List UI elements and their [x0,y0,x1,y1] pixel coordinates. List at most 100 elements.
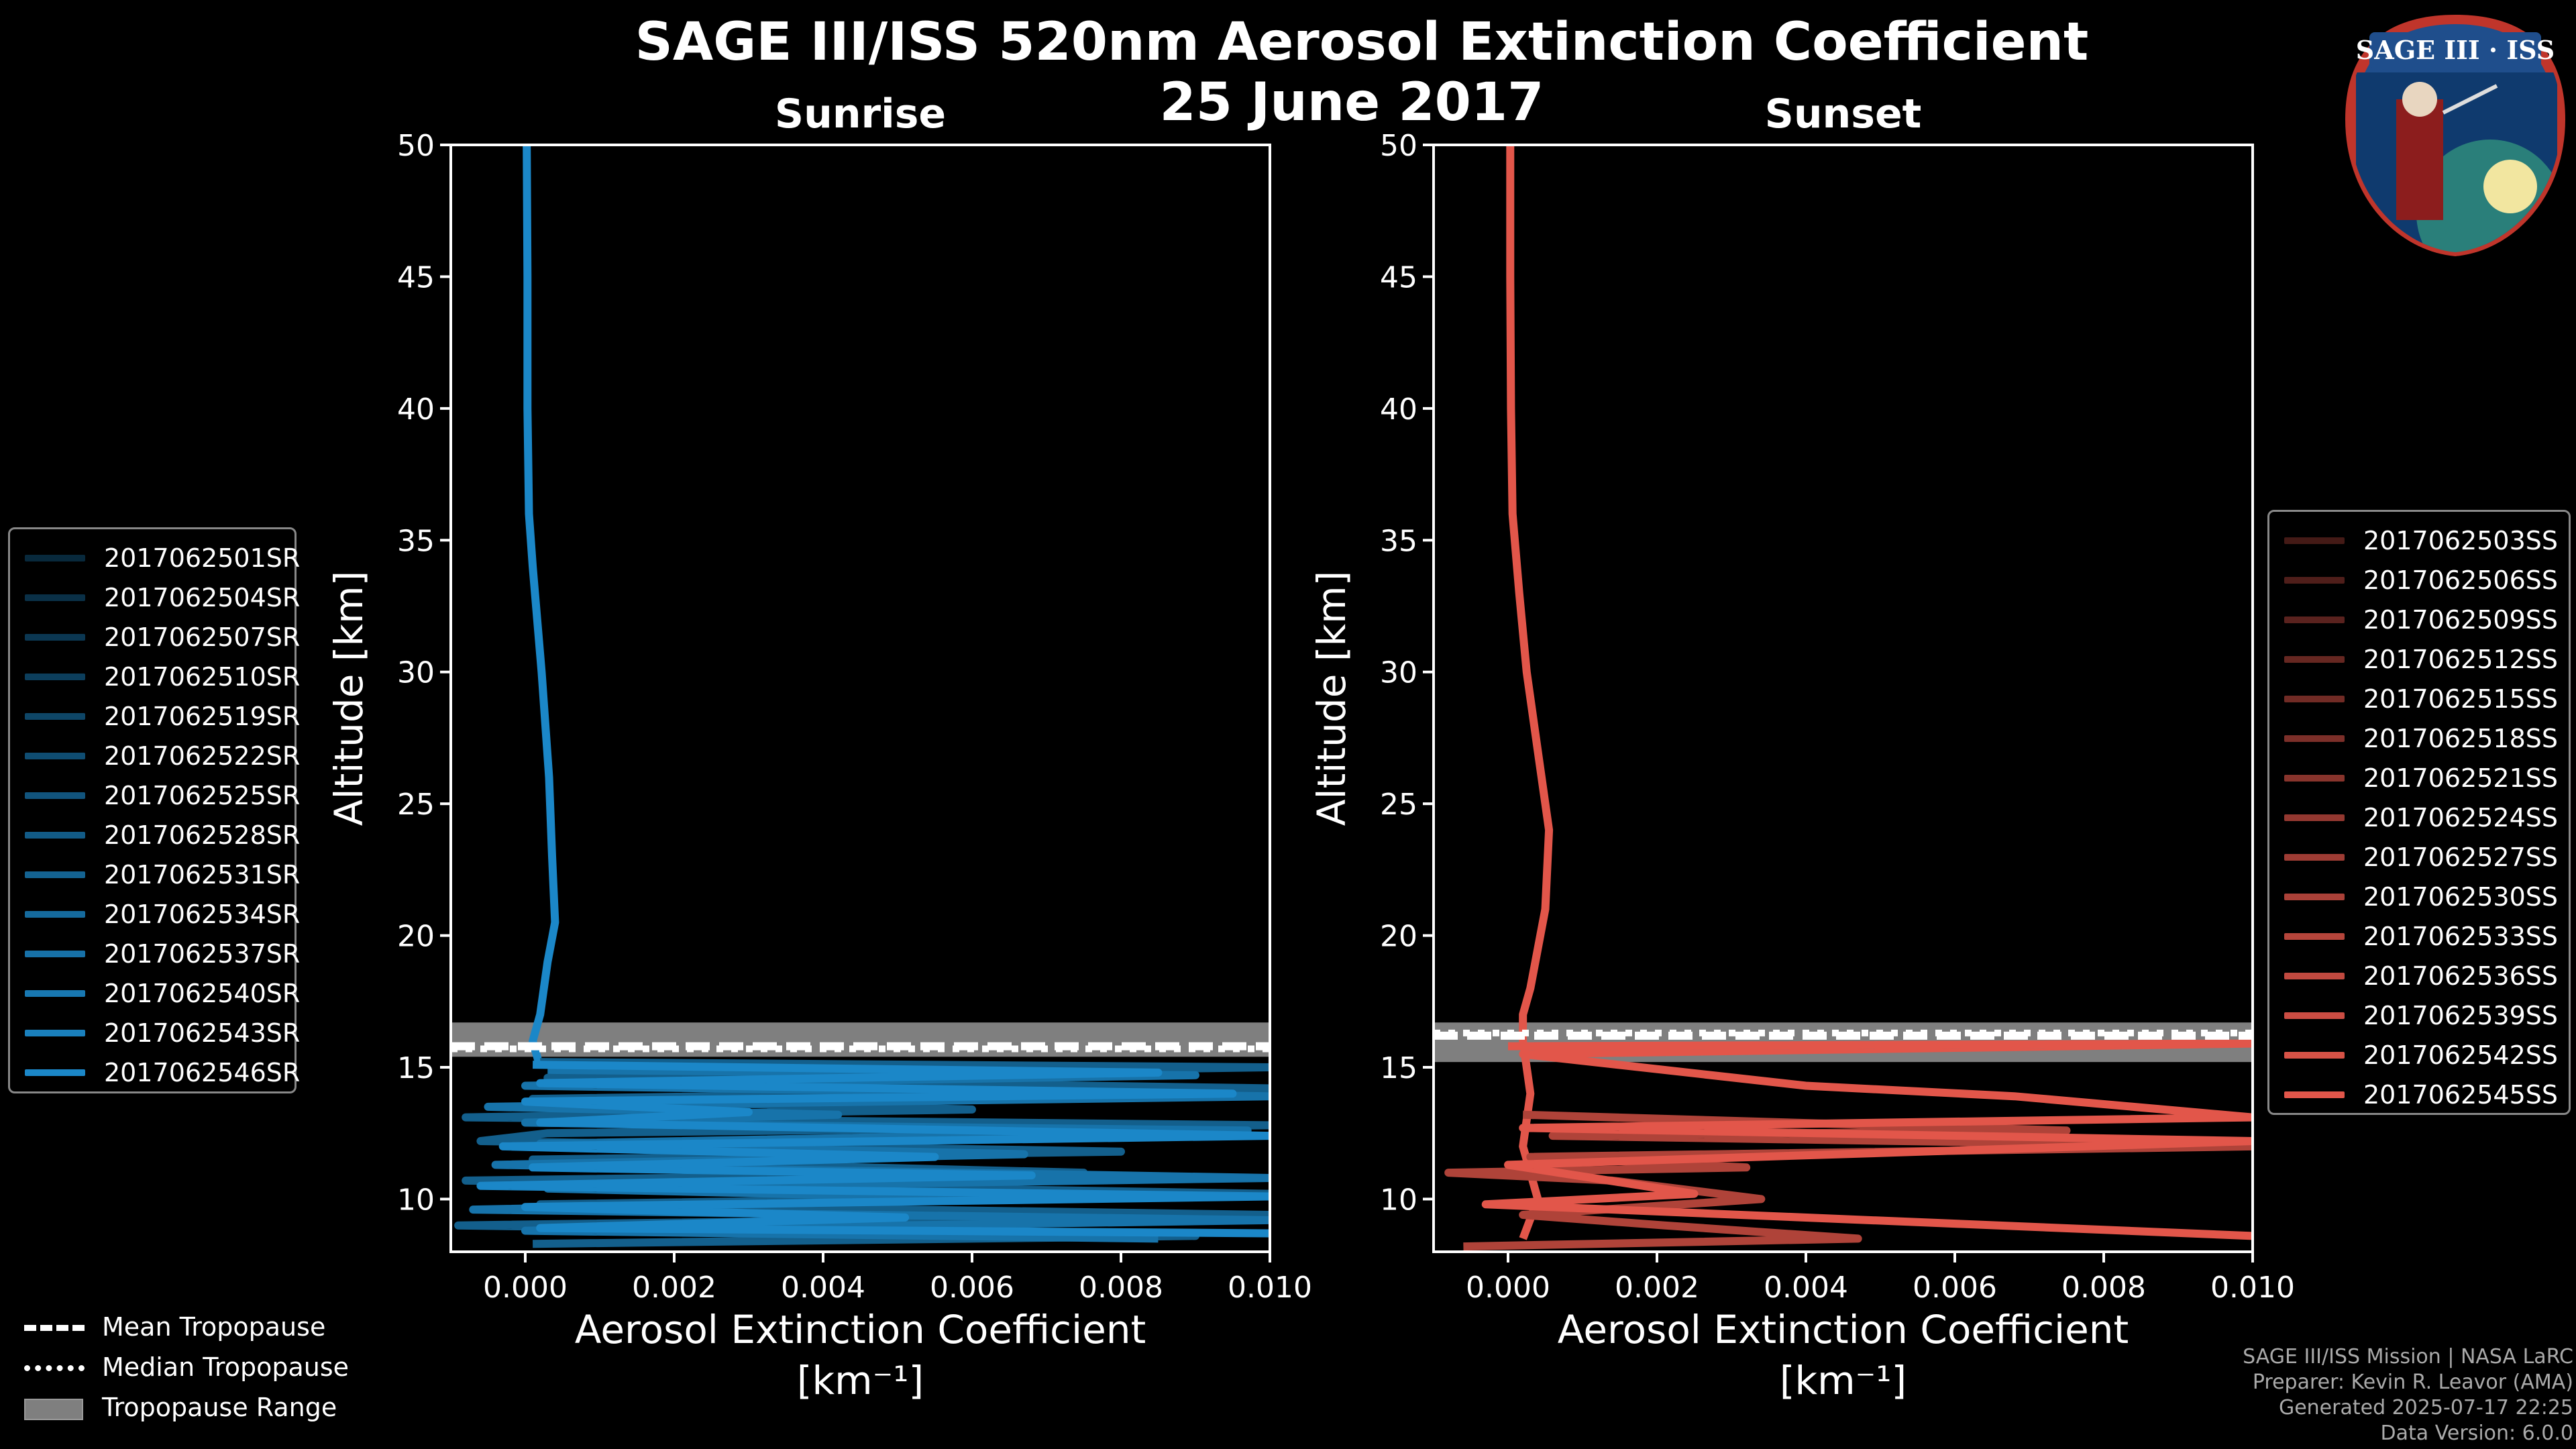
legend-item: 2017062524SS [2284,798,2558,837]
axes-frame [1432,144,2254,1253]
legend-item: 2017062530SS [2284,877,2558,916]
legend-swatch [2284,973,2345,979]
legend-label: 2017062521SS [2363,763,2559,793]
sunrise-plot: 10 15 20 25 30 35 40 45 50 0.000 0.002 0.004 0.006 0.… [326,91,1312,1403]
legend-label: 2017062503SS [2363,526,2559,555]
footer-credits: SAGE III/ISS Mission | NASA LaRC Prepare… [2243,1344,2573,1446]
legend-label: 2017062510SR [104,662,301,692]
legend-item: 2017062501SR [25,539,300,578]
subplot-title: Sunset [1765,91,1922,138]
legend-label: 2017062518SS [2363,724,2559,753]
legend-swatch [2284,577,2345,584]
x-tick-label: 0.004 [781,1271,865,1305]
legend-swatch [25,871,85,878]
legend-item: 2017062512SS [2284,640,2558,679]
legend-label: 2017062504SR [104,583,301,612]
x-tick-label: 0.006 [1913,1271,1997,1305]
legend-label: 2017062530SS [2363,882,2559,912]
plot-area [451,145,1270,1248]
sunset-plot: 10 15 20 25 30 35 40 45 50 0.000 0.002 0.004 0.006 0.… [1309,91,2295,1403]
legend-item: 2017062521SS [2284,759,2558,798]
legend-item: 2017062537SR [25,934,300,973]
gray-box-icon [24,1399,85,1420]
y-tick-label: 45 [1380,260,1417,294]
dashed-line-icon [24,1318,85,1336]
legend-tropopause-range: Tropopause Range [24,1387,349,1428]
x-tick-label: 0.002 [1615,1271,1699,1305]
legend-item: 2017062539SS [2284,996,2558,1035]
legend-swatch [25,911,85,918]
legend-item: 2017062518SS [2284,719,2558,758]
legend-label: 2017062545SS [2363,1080,2559,1110]
y-tick-label: 10 [397,1183,435,1217]
y-axis-label: Altitude [km] [1309,571,1354,826]
mean-tropopause-label: Mean Tropopause [102,1312,326,1342]
tropopause-range-label: Tropopause Range [102,1393,337,1422]
legend-swatch [2284,775,2345,782]
legend-swatch [2284,1052,2345,1059]
legend-label: 2017062524SS [2363,803,2559,833]
figure-date: 25 June 2017 [1159,72,1544,133]
x-tick-label: 0.010 [2210,1271,2295,1305]
legend-label: 2017062542SS [2363,1040,2559,1070]
legend-item: 2017062528SR [25,816,300,855]
x-tick-label: 0.004 [1764,1271,1848,1305]
legend-swatch [2284,933,2345,940]
legend-label: 2017062527SS [2363,843,2559,872]
badge-title: SAGE III · ISS [2356,35,2555,65]
legend-median-tropopause: Median Tropopause [24,1347,349,1387]
legend-swatch [2284,656,2345,663]
legend-label: 2017062531SR [104,860,301,890]
profile-line-spike_b [1481,1039,2253,1240]
legend-label: 2017062546SR [104,1058,301,1087]
profile-line-typical_profile [523,145,559,1069]
legend-item: 2017062545SS [2284,1075,2558,1114]
x-tick-label: 0.000 [483,1271,568,1305]
legend-item: 2017062540SR [25,974,300,1013]
legend-swatch [25,753,85,759]
legend-label: 2017062509SS [2363,605,2559,635]
legend-item: 2017062533SS [2284,917,2558,956]
legend-label: 2017062515SS [2363,684,2559,714]
profile-line-spike_c [476,1061,1270,1238]
legend-label: 2017062528SR [104,820,301,850]
subplot-title: Sunrise [775,91,946,138]
x-axis-units: [km⁻¹] [1780,1358,1907,1403]
footer-data-version: Data Version: 6.0.0 [2380,1421,2573,1445]
legend-item: 2017062507SR [25,618,300,657]
y-tick-label: 20 [1380,920,1417,954]
legend-swatch [25,832,85,839]
legend-label: 2017062507SR [104,623,301,652]
tropopause-legend: Mean Tropopause Median Tropopause Tropop… [24,1307,349,1428]
legend-swatch [2284,696,2345,702]
legend-swatch [25,634,85,641]
legend-label: 2017062512SS [2363,645,2559,674]
y-tick-label: 45 [397,260,435,294]
legend-item: 2017062515SS [2284,680,2558,718]
y-axis-label: Altitude [km] [326,571,372,826]
y-tick-label: 30 [1380,656,1417,690]
footer-preparer: Preparer: Kevin R. Leavor (AMA) [2252,1371,2573,1394]
y-tick-label: 30 [397,656,435,690]
legend-swatch [2284,854,2345,861]
legend-item: 2017062519SR [25,697,300,736]
legend-swatch [2284,1012,2345,1019]
legend-mean-tropopause: Mean Tropopause [24,1307,349,1347]
legend-item: 2017062525SR [25,776,300,815]
x-tick-label: 0.002 [632,1271,716,1305]
profile-line-typical_profile [1506,145,1554,1240]
legend-item: 2017062542SS [2284,1036,2558,1075]
legend-item: 2017062510SR [25,657,300,696]
x-tick-label: 0.008 [2061,1271,2146,1305]
x-tick-label: 0.006 [930,1271,1014,1305]
legend-item: 2017062543SR [25,1014,300,1053]
sunrise-legend: 2017062501SR 2017062504SR 2017062507SR 2017… [8,527,301,1093]
figure-title: SAGE III/ISS 520nm Aerosol Extinction Co… [635,12,2089,72]
legend-swatch [2284,616,2345,623]
legend-item: 2017062531SR [25,855,300,894]
median-tropopause-label: Median Tropopause [102,1352,349,1382]
legend-label: 2017062536SS [2363,961,2559,991]
legend-item: 2017062504SR [25,578,300,617]
y-tick-label: 40 [1380,392,1417,427]
legend-swatch [25,792,85,799]
